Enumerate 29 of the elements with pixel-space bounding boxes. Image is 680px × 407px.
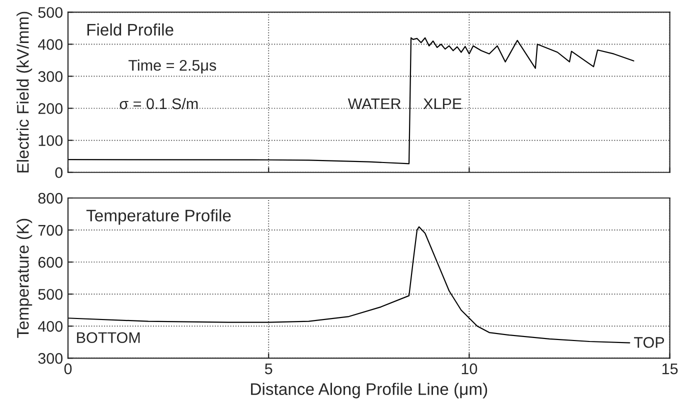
y-tick-label: 800 bbox=[38, 192, 63, 204]
y-tick-label: 500 bbox=[38, 288, 63, 300]
y-axis-title: Electric Field (kV/mm) bbox=[16, 12, 32, 172]
annotation: XLPE bbox=[423, 98, 462, 110]
y-tick-label: 300 bbox=[38, 71, 63, 82]
y-tick-label: 100 bbox=[38, 135, 63, 146]
annotation: BOTTOM bbox=[77, 332, 140, 344]
y-tick-label: 400 bbox=[38, 320, 63, 332]
annotation: TOP bbox=[634, 337, 664, 348]
x-tick-label: 5 bbox=[264, 364, 272, 374]
y-tick-label: 700 bbox=[38, 224, 63, 236]
y-tick-label: 200 bbox=[38, 103, 63, 114]
x-tick-label: 0 bbox=[64, 363, 72, 374]
y-tick-label: 600 bbox=[38, 256, 63, 268]
y-tick-label: 500 bbox=[38, 7, 63, 18]
annotation: Time = 2.5μs bbox=[128, 60, 216, 74]
y-tick-label: 0 bbox=[55, 167, 63, 178]
x-tick-label: 15 bbox=[662, 364, 678, 374]
y-axis-title: Temperature (K) bbox=[16, 218, 32, 338]
line-series bbox=[68, 226, 630, 344]
x-tick-label: 10 bbox=[462, 363, 478, 374]
x-axis-title: Distance Along Profile Line (μm) bbox=[251, 382, 488, 398]
text: Temperature Profile bbox=[86, 209, 231, 225]
y-tick-label: 400 bbox=[38, 39, 63, 50]
text: Field Profile bbox=[87, 23, 174, 36]
line-series bbox=[68, 37, 634, 164]
annotation: σ = 0.1 S/m bbox=[120, 98, 198, 110]
annotation: WATER bbox=[348, 98, 401, 110]
y-tick-label: 300 bbox=[38, 353, 63, 364]
